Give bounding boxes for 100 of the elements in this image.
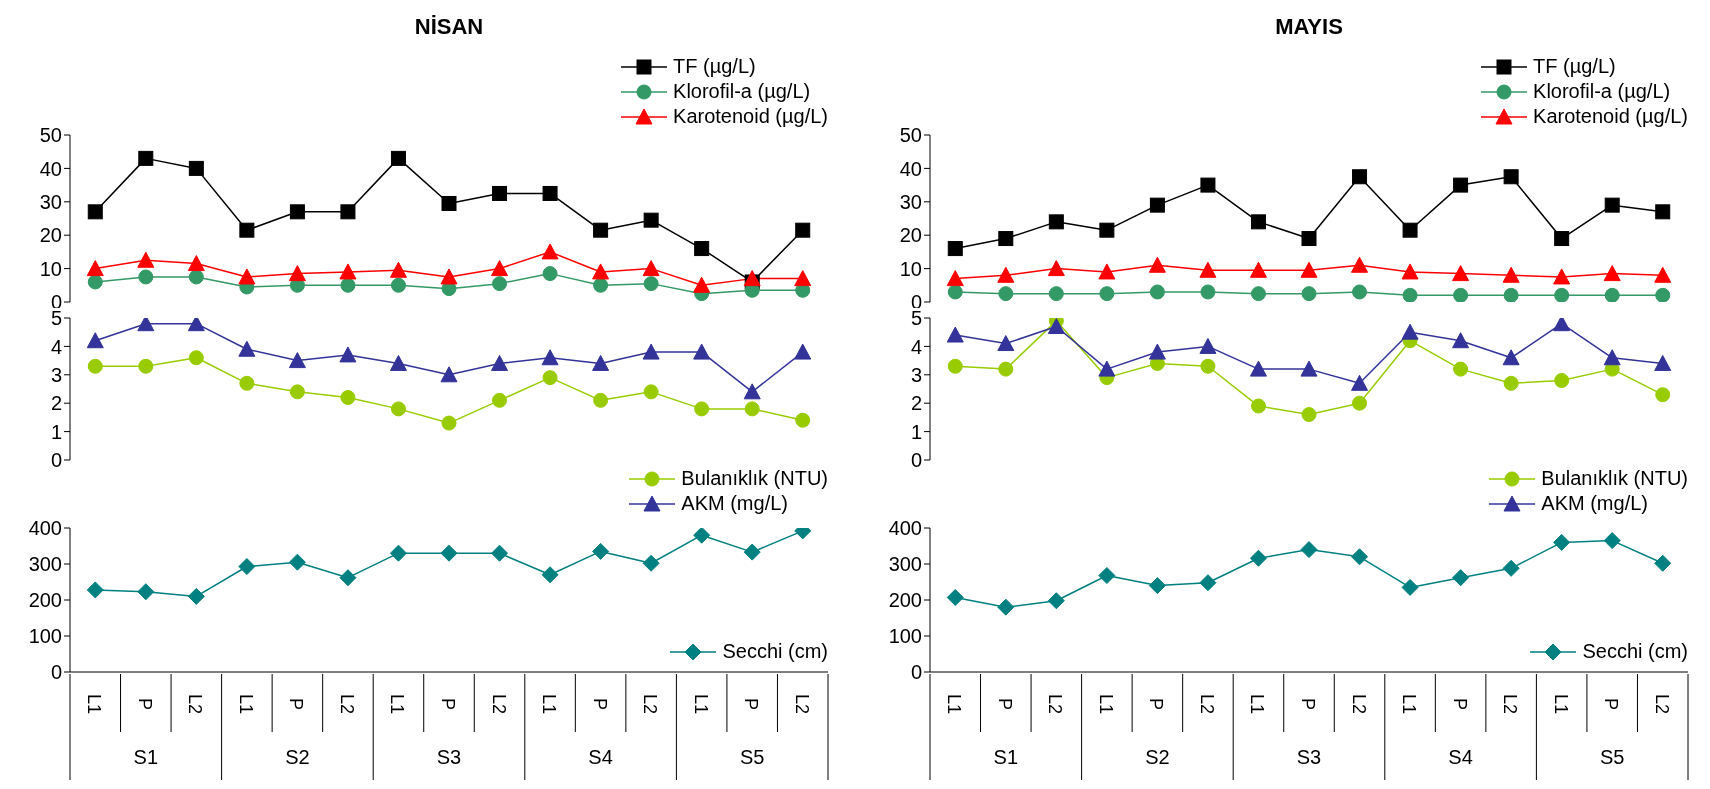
point	[389, 544, 407, 562]
y-tick-label: 20	[39, 224, 62, 247]
point	[795, 222, 811, 238]
point	[187, 318, 205, 332]
point	[1301, 407, 1317, 423]
point	[1553, 533, 1571, 551]
x-tick-label: P	[1146, 697, 1167, 711]
point	[1453, 361, 1469, 377]
point	[1249, 549, 1267, 567]
point	[998, 286, 1014, 302]
point	[288, 553, 306, 571]
point	[390, 150, 406, 166]
point	[441, 415, 457, 431]
point	[1352, 395, 1368, 411]
legend-label: TF (µg/L)	[673, 55, 756, 78]
legend-label: Secchi (cm)	[722, 640, 828, 663]
point	[1452, 265, 1470, 282]
point	[693, 276, 711, 293]
y-tick-label: 1	[910, 420, 922, 443]
point	[643, 384, 659, 400]
x-tick-label: L1	[944, 693, 965, 715]
point	[289, 204, 305, 220]
point	[694, 241, 710, 257]
point	[946, 326, 964, 343]
point	[541, 566, 559, 584]
point	[541, 349, 559, 366]
text: S1	[993, 746, 1019, 768]
point	[137, 251, 155, 268]
y-tick-label: 4	[50, 335, 62, 358]
y-tick-label: 2	[50, 392, 62, 415]
y-tick-label: 50	[899, 124, 922, 147]
point	[693, 528, 711, 544]
x-tick-label: L2	[336, 693, 357, 715]
point	[998, 231, 1014, 247]
text: S4	[588, 746, 613, 768]
text: S5	[1599, 746, 1625, 768]
point	[997, 598, 1015, 616]
point	[1199, 261, 1217, 278]
x-tick-label: L2	[1196, 693, 1217, 715]
legend-label: Karotenoid (µg/L)	[1533, 105, 1688, 128]
point	[1603, 349, 1621, 366]
point	[1048, 214, 1064, 230]
x-tick-label: P	[741, 697, 762, 711]
point	[744, 401, 760, 417]
point	[1200, 177, 1216, 193]
point	[592, 354, 610, 371]
point	[389, 261, 407, 278]
point	[1502, 349, 1520, 366]
point	[339, 263, 357, 280]
point	[947, 241, 963, 257]
point	[1553, 268, 1571, 285]
point	[288, 265, 306, 282]
y-tick-label: 10	[39, 257, 62, 280]
point	[642, 343, 660, 360]
y-tick-label: 30	[39, 190, 62, 213]
point	[188, 269, 204, 285]
x-tick-label: L2	[185, 693, 206, 715]
point	[188, 350, 204, 366]
point	[86, 581, 104, 599]
text: S2	[1145, 746, 1170, 768]
y-tick-label: 100	[28, 625, 62, 648]
point	[592, 542, 610, 560]
point	[1099, 222, 1115, 238]
chart-title: MAYIS	[1274, 14, 1344, 40]
point	[1453, 177, 1469, 193]
y-tick-label: 10	[899, 257, 922, 280]
point	[1249, 261, 1267, 278]
legend-label: AKM (mg/L)	[1541, 492, 1648, 515]
legend-label: TF (µg/L)	[1533, 55, 1616, 78]
point	[1352, 284, 1368, 300]
point	[238, 558, 256, 576]
point	[238, 340, 256, 357]
point	[491, 354, 509, 371]
point	[138, 358, 154, 374]
point	[997, 266, 1015, 283]
point	[1654, 554, 1672, 572]
point	[642, 260, 660, 277]
point	[289, 384, 305, 400]
point	[1200, 284, 1216, 300]
point	[1351, 548, 1369, 566]
point	[1148, 256, 1166, 273]
point	[593, 277, 609, 293]
point	[542, 266, 558, 282]
point	[1300, 261, 1318, 278]
point	[743, 543, 761, 561]
point	[743, 270, 761, 287]
point	[1352, 169, 1368, 185]
point	[1148, 577, 1166, 595]
point	[239, 222, 255, 238]
point	[1301, 286, 1317, 302]
point	[946, 588, 964, 606]
point	[1250, 398, 1266, 414]
point	[1554, 231, 1570, 247]
legend-label: Secchi (cm)	[1582, 640, 1688, 663]
point	[339, 569, 357, 587]
point	[1654, 354, 1672, 371]
text: S5	[739, 746, 765, 768]
y-tick-label: 0	[50, 449, 62, 472]
point	[1654, 266, 1672, 283]
point	[1098, 567, 1116, 585]
